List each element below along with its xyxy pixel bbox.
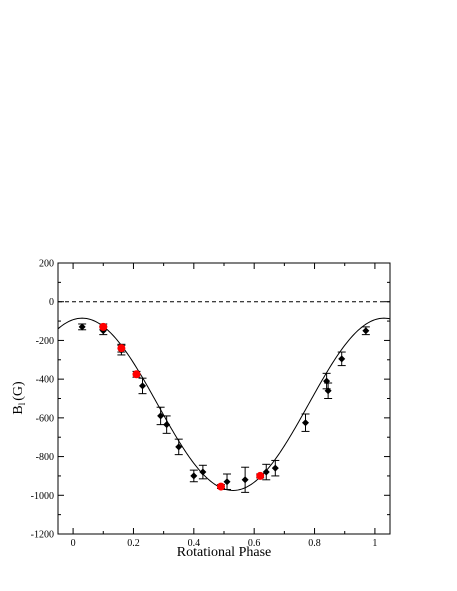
black-diamond-point — [174, 438, 183, 456]
diamond-marker — [362, 327, 370, 335]
y-tick-label: -1200 — [31, 530, 54, 541]
y-tick-label: -800 — [36, 452, 54, 463]
y-tick-label: 200 — [39, 259, 54, 270]
diamond-marker — [271, 464, 279, 472]
y-tick-label: -400 — [36, 375, 54, 386]
x-axis-title: Rotational Phase — [177, 545, 272, 560]
diamond-marker — [223, 478, 231, 486]
black-diamond-point — [262, 463, 271, 481]
black-diamond-point — [241, 466, 250, 493]
red-circle-point — [132, 370, 141, 379]
y-tick-label: -200 — [36, 336, 54, 347]
diamond-marker — [323, 377, 331, 385]
black-diamond-point — [189, 469, 198, 483]
diamond-marker — [139, 382, 147, 390]
data-points-layer — [78, 322, 370, 493]
circle-marker — [216, 482, 225, 491]
x-tick-label: 0.6 — [248, 538, 261, 549]
circle-marker — [256, 471, 265, 480]
diamond-marker — [324, 387, 332, 395]
circle-marker — [99, 322, 108, 331]
y-axis-title-main: B — [11, 405, 26, 414]
red-circle-point — [256, 471, 265, 480]
diamond-marker — [175, 443, 183, 451]
diamond-marker — [241, 476, 249, 484]
y-axis-title-sub: l — [17, 402, 27, 405]
plot-frame — [57, 262, 391, 535]
diamond-marker — [78, 323, 86, 331]
diamond-marker — [338, 355, 346, 363]
y-axis-title-unit: (G) — [11, 381, 26, 401]
fit-curve — [57, 317, 391, 491]
red-circle-point — [99, 322, 108, 331]
black-diamond-point — [271, 459, 280, 477]
x-tick-label: 0.2 — [127, 538, 140, 549]
y-tick-label: -600 — [36, 413, 54, 424]
black-diamond-point — [198, 464, 207, 480]
ticks-layer: 0 0.2 0.4 0.6 0.8 1 200 0 -200 -400 -600 -800 -1000 -… — [31, 259, 390, 549]
black-diamond-point — [138, 377, 147, 395]
diamond-marker — [163, 421, 171, 429]
diamond-marker — [301, 419, 309, 427]
x-tick-label: 0 — [71, 538, 76, 549]
black-diamond-point — [361, 326, 370, 336]
black-diamond-point — [324, 382, 333, 399]
black-diamond-point — [162, 415, 171, 434]
black-diamond-point — [301, 413, 310, 432]
diamond-marker — [199, 468, 207, 476]
diamond-marker — [262, 468, 270, 476]
circle-marker — [117, 344, 126, 353]
y-tick-label: 0 — [49, 297, 54, 308]
x-tick-label: 1 — [372, 538, 377, 549]
red-circle-point — [216, 482, 225, 491]
red-circle-point — [117, 343, 126, 353]
black-diamond-point — [223, 473, 232, 490]
black-diamond-point — [337, 351, 346, 367]
black-diamond-point — [78, 323, 87, 331]
black-diamond-point — [322, 372, 331, 390]
y-tick-label: -1000 — [31, 491, 54, 502]
circle-marker — [132, 370, 141, 379]
y-axis-title: Bl(G) — [11, 381, 27, 415]
diamond-marker — [190, 472, 198, 480]
x-tick-label: 0.4 — [188, 538, 201, 549]
fit-curve-layer — [57, 317, 391, 491]
diamond-marker — [157, 412, 165, 420]
x-tick-label: 0.8 — [308, 538, 321, 549]
